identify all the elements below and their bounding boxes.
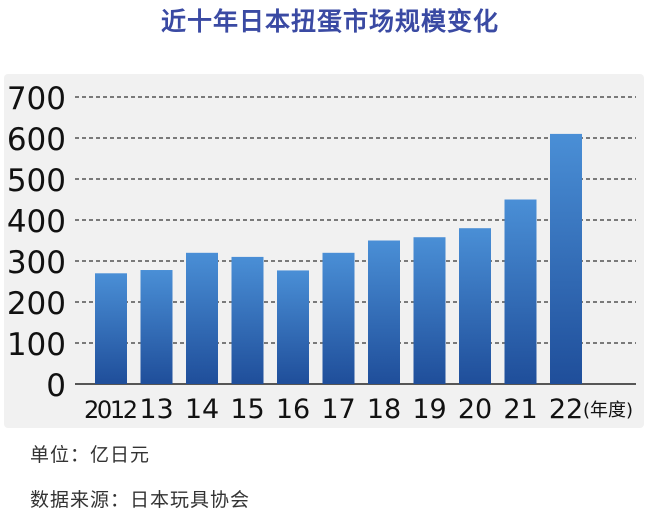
y-tick-label: 300	[7, 245, 66, 281]
bar-22	[550, 133, 582, 384]
x-tick-label: 14	[185, 394, 219, 425]
bar-21	[504, 199, 537, 384]
bars	[95, 133, 582, 384]
y-tick-labels: 0 100 200 300 400 500 600 700	[7, 81, 66, 404]
y-tick-label: 700	[7, 81, 66, 117]
x-tick-label: 21	[503, 394, 537, 425]
bar-16	[277, 270, 309, 384]
y-tick-label: 200	[7, 286, 66, 322]
bar-15	[231, 256, 264, 384]
bar-20	[459, 228, 491, 384]
x-tick-label: 2012	[84, 396, 138, 424]
x-tick-label: 16	[276, 394, 310, 425]
y-tick-label: 600	[7, 122, 66, 158]
y-tick-label: 0	[46, 368, 66, 404]
bar-17	[322, 252, 355, 384]
x-tick-label: 22	[549, 394, 583, 425]
y-tick-label: 500	[7, 163, 66, 199]
bar-13	[140, 270, 173, 384]
x-tick-label: 19	[412, 394, 446, 425]
x-tick-label: 17	[321, 394, 355, 425]
x-tick-label: 20	[458, 394, 492, 425]
y-tick-label: 100	[7, 327, 66, 363]
bar-18	[368, 240, 400, 384]
unit-note: 单位：亿日元	[30, 444, 151, 466]
bar-19	[413, 237, 446, 384]
bar-2012	[95, 273, 127, 384]
source-note: 数据来源：日本玩具协会	[30, 489, 251, 511]
x-axis-unit-label: (年度)	[583, 400, 633, 421]
chart-title: 近十年日本扭蛋市场规模变化	[160, 7, 499, 36]
x-tick-labels: 2012 13 14 15 16 17 18 19 20 21 22 (年度)	[84, 394, 633, 425]
x-tick-label: 13	[139, 394, 173, 425]
y-tick-label: 400	[7, 204, 66, 240]
bar-14	[186, 252, 218, 384]
x-tick-label: 18	[367, 394, 401, 425]
x-tick-label: 15	[230, 394, 264, 425]
